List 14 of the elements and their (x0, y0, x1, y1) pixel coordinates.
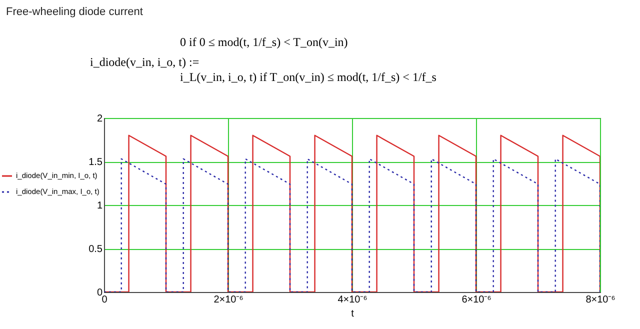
y-tick-label: 0.5 (88, 244, 103, 255)
x-tick-label: 8×10⁻⁶ (586, 294, 616, 306)
text: 0 if 0 ≤ mod(t, 1/f_s) < T_on(v_in) (180, 35, 348, 49)
y-tick-label: 1.5 (88, 157, 103, 168)
x-tick-label: 2×10⁻⁶ (214, 294, 244, 306)
x-axis-title: t (351, 308, 354, 320)
y-tick-label: 1 (96, 200, 103, 212)
text: i_diode(v_in, i_o, t) := (90, 55, 200, 69)
x-tick-label: 6×10⁻⁶ (462, 294, 492, 306)
text: i_L(v_in, i_o, t) if T_on(v_in) ≤ mod(t, 1/f_s) < 1/f_s (180, 70, 437, 84)
y-tick-label: 0 (96, 288, 103, 298)
x-tick-label: 4×10⁻⁶ (338, 294, 368, 306)
y-tick-label: 2 (96, 114, 103, 124)
chart-title: Free-wheeling diode current (6, 6, 143, 18)
